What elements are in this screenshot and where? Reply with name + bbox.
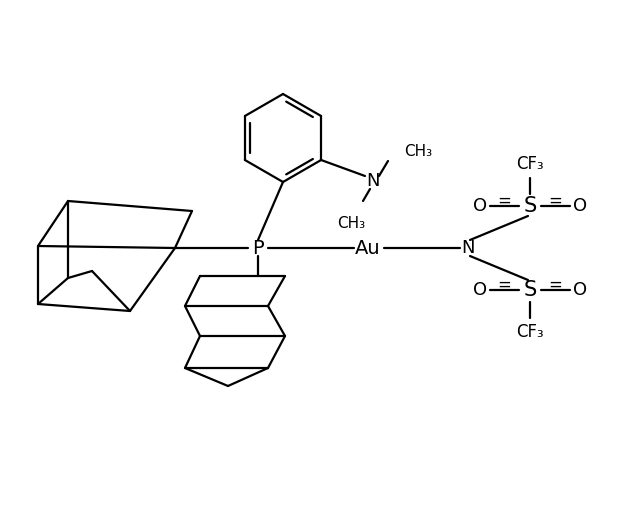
Text: Au: Au bbox=[355, 238, 381, 257]
Text: P: P bbox=[252, 238, 264, 257]
Text: O: O bbox=[573, 281, 587, 299]
Text: O: O bbox=[473, 281, 487, 299]
Text: CH₃: CH₃ bbox=[404, 143, 432, 158]
Text: =: = bbox=[548, 276, 563, 294]
Text: =: = bbox=[497, 192, 511, 210]
Text: CH₃: CH₃ bbox=[337, 216, 365, 231]
Text: =: = bbox=[497, 276, 511, 294]
Text: CF₃: CF₃ bbox=[516, 155, 544, 173]
Text: S: S bbox=[524, 196, 536, 216]
Text: =: = bbox=[548, 192, 563, 210]
Text: CF₃: CF₃ bbox=[516, 323, 544, 341]
Text: N: N bbox=[461, 239, 475, 257]
Text: O: O bbox=[473, 197, 487, 215]
Text: O: O bbox=[573, 197, 587, 215]
Text: N: N bbox=[366, 172, 380, 190]
Text: S: S bbox=[524, 280, 536, 300]
